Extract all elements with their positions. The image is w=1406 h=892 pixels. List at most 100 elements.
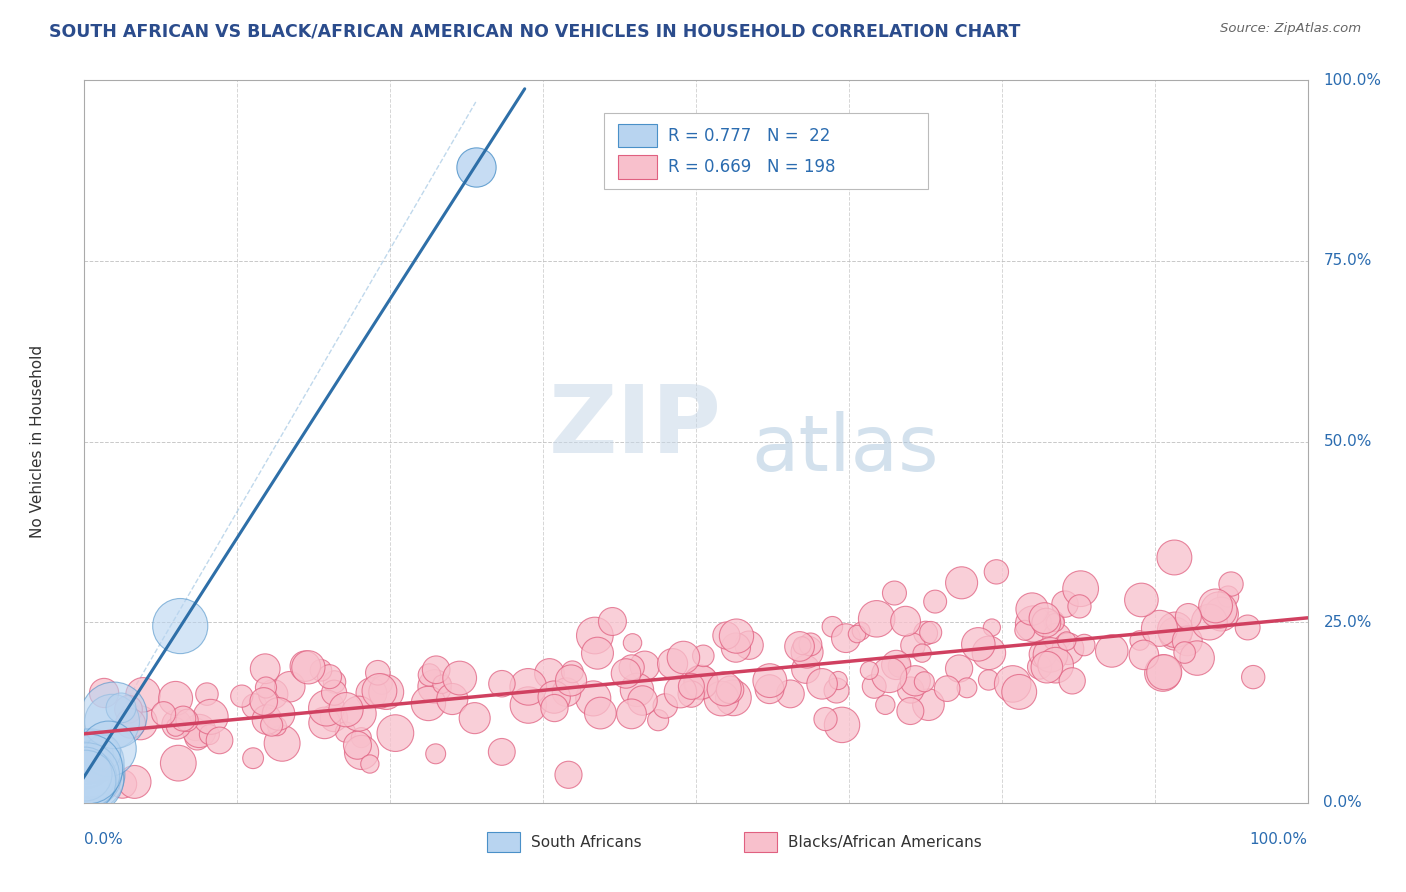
Point — [950, 575, 973, 590]
Point — [831, 718, 853, 732]
Point — [1236, 620, 1258, 634]
Point — [582, 691, 605, 706]
Point — [169, 619, 191, 633]
Point — [710, 691, 733, 706]
Point — [1008, 685, 1031, 699]
Point — [76, 772, 98, 787]
Point — [91, 746, 114, 760]
Point — [920, 625, 942, 640]
Point — [689, 675, 711, 690]
Point — [634, 659, 657, 673]
Point — [111, 777, 134, 791]
Point — [97, 741, 120, 756]
Point — [231, 689, 253, 703]
Point — [256, 713, 278, 727]
Point — [77, 757, 100, 772]
Point — [242, 751, 264, 765]
Text: 100.0%: 100.0% — [1323, 73, 1382, 87]
Point — [543, 690, 565, 705]
Point — [491, 745, 513, 759]
Point — [76, 762, 98, 776]
Point — [811, 677, 834, 691]
Point — [129, 715, 152, 730]
Point — [309, 663, 332, 677]
Point — [1069, 599, 1091, 614]
Point — [1211, 607, 1233, 621]
Point — [294, 659, 316, 673]
Point — [254, 662, 277, 676]
Point — [1035, 615, 1057, 630]
Point — [425, 663, 447, 677]
Point — [614, 666, 637, 681]
Point — [384, 726, 406, 740]
Point — [491, 676, 513, 690]
Point — [75, 757, 97, 772]
Point — [977, 646, 1000, 660]
Text: South Africans: South Africans — [531, 835, 641, 850]
Point — [350, 746, 373, 760]
FancyBboxPatch shape — [744, 832, 776, 852]
Point — [846, 627, 869, 641]
Point — [1216, 590, 1239, 604]
Point — [73, 767, 96, 781]
Point — [898, 704, 921, 718]
Point — [956, 681, 979, 695]
Point — [132, 688, 155, 702]
Point — [165, 691, 187, 706]
Point — [101, 714, 124, 729]
Point — [195, 687, 218, 701]
Point — [262, 687, 284, 701]
Text: Blacks/African Americans: Blacks/African Americans — [787, 835, 981, 850]
Point — [669, 684, 692, 698]
Point — [738, 638, 761, 652]
Point — [1057, 641, 1080, 656]
Text: atlas: atlas — [751, 410, 939, 487]
Point — [449, 671, 471, 685]
Point — [713, 681, 735, 696]
Point — [80, 780, 103, 794]
Point — [76, 768, 98, 782]
Point — [1043, 614, 1066, 628]
Text: Source: ZipAtlas.com: Source: ZipAtlas.com — [1220, 22, 1361, 36]
Point — [1046, 630, 1069, 644]
Point — [441, 692, 464, 706]
Point — [863, 679, 886, 693]
Point — [91, 740, 114, 755]
Point — [1174, 646, 1197, 660]
Point — [620, 706, 643, 721]
Point — [1043, 615, 1066, 630]
Point — [936, 681, 959, 696]
Point — [789, 640, 811, 654]
Point — [79, 756, 101, 771]
Point — [315, 701, 337, 715]
Point — [347, 706, 370, 721]
Point — [875, 698, 897, 712]
Point — [889, 659, 911, 673]
Point — [583, 628, 606, 642]
Point — [1164, 626, 1187, 640]
Point — [267, 706, 290, 721]
Point — [278, 680, 301, 694]
Point — [725, 629, 748, 643]
Point — [423, 680, 446, 694]
Point — [517, 698, 540, 712]
Point — [1021, 602, 1043, 616]
Point — [835, 631, 858, 645]
Point — [110, 701, 132, 715]
FancyBboxPatch shape — [617, 155, 657, 178]
Point — [814, 712, 837, 726]
Text: R = 0.669   N = 198: R = 0.669 N = 198 — [668, 158, 835, 176]
Point — [654, 698, 676, 713]
Point — [543, 701, 565, 715]
Text: SOUTH AFRICAN VS BLACK/AFRICAN AMERICAN NO VEHICLES IN HOUSEHOLD CORRELATION CHA: SOUTH AFRICAN VS BLACK/AFRICAN AMERICAN … — [49, 22, 1021, 40]
Point — [917, 698, 939, 712]
Point — [626, 682, 648, 697]
Point — [690, 675, 713, 690]
Point — [900, 683, 922, 698]
Point — [79, 772, 101, 786]
Point — [914, 626, 936, 640]
Point — [1198, 615, 1220, 629]
Point — [1133, 648, 1156, 662]
Point — [1073, 638, 1095, 652]
Point — [977, 673, 1000, 687]
